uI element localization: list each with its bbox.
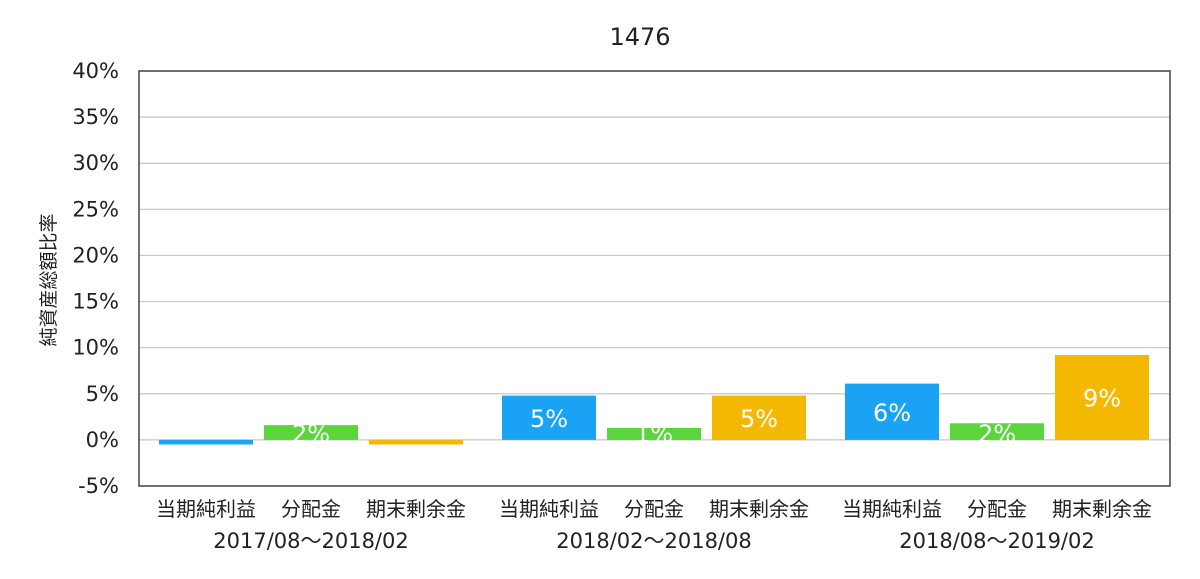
group-label: 2017/08〜2018/02: [213, 529, 408, 553]
data-label: 2%: [978, 420, 1016, 448]
category-label: 期末剰余金: [709, 497, 809, 521]
category-label: 分配金: [967, 497, 1027, 521]
data-label: 6%: [873, 399, 911, 427]
plot-frame: [138, 70, 1171, 487]
bar: [1055, 355, 1149, 440]
bars: 2% 5% 1% 5% 6% 2% 9%: [159, 355, 1149, 448]
category-label: 期末剰余金: [366, 497, 466, 521]
y-axis-label: 純資産総額比率: [38, 213, 60, 346]
data-label: 9%: [1083, 384, 1121, 412]
y-tick-label: -5%: [78, 474, 119, 498]
y-tick-label: 40%: [72, 59, 119, 83]
data-label: 5%: [740, 405, 778, 433]
data-label: 2%: [292, 420, 330, 448]
y-tick-label: 30%: [72, 151, 119, 175]
category-label: 当期純利益: [842, 497, 942, 521]
bar: [159, 439, 253, 445]
group-label: 2018/08〜2019/02: [899, 529, 1094, 553]
y-axis-ticks: -5% 0% 5% 10% 15% 20% 25% 30% 35% 40%: [72, 59, 119, 498]
category-labels: 当期純利益 分配金 期末剰余金 当期純利益 分配金 期末剰余金 当期純利益 分配金 期末剰余金: [156, 497, 1152, 521]
bar: [712, 395, 806, 440]
y-tick-label: 20%: [72, 243, 119, 267]
category-label: 期末剰余金: [1052, 497, 1152, 521]
bar: [845, 383, 939, 440]
group-labels: 2017/08〜2018/02 2018/02〜2018/08 2018/08〜20…: [213, 529, 1094, 553]
y-tick-label: 25%: [72, 197, 119, 221]
bar: [607, 427, 701, 440]
category-label: 当期純利益: [156, 497, 256, 521]
y-tick-label: 10%: [72, 336, 119, 360]
bar: [502, 395, 596, 440]
category-label: 分配金: [281, 497, 341, 521]
category-label: 分配金: [624, 497, 684, 521]
y-tick-label: 5%: [86, 382, 119, 406]
data-label: 1%: [635, 420, 673, 448]
y-tick-label: 15%: [72, 290, 119, 314]
category-label: 当期純利益: [499, 497, 599, 521]
data-label: 5%: [530, 405, 568, 433]
group-label: 2018/02〜2018/08: [556, 529, 751, 553]
y-tick-label: 0%: [86, 428, 119, 452]
bar: [369, 439, 463, 445]
y-tick-label: 35%: [72, 105, 119, 129]
bar: [950, 423, 1044, 440]
chart-title: 1476: [609, 23, 670, 51]
bar: [264, 425, 358, 440]
